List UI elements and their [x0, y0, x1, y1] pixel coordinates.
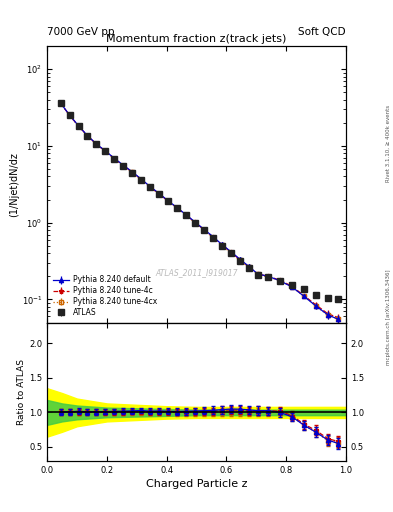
Text: mcplots.cern.ch [arXiv:1306.3436]: mcplots.cern.ch [arXiv:1306.3436] — [386, 270, 391, 365]
Title: Momentum fraction z(track jets): Momentum fraction z(track jets) — [107, 34, 286, 44]
Y-axis label: Ratio to ATLAS: Ratio to ATLAS — [17, 359, 26, 424]
Text: ATLAS_2011_I919017: ATLAS_2011_I919017 — [155, 268, 238, 278]
Text: Soft QCD: Soft QCD — [298, 27, 346, 37]
Text: 7000 GeV pp: 7000 GeV pp — [47, 27, 115, 37]
Text: Rivet 3.1.10, ≥ 400k events: Rivet 3.1.10, ≥ 400k events — [386, 105, 391, 182]
Y-axis label: (1/Njet)dN/dz: (1/Njet)dN/dz — [9, 152, 19, 217]
X-axis label: Charged Particle z: Charged Particle z — [146, 479, 247, 489]
Legend: Pythia 8.240 default, Pythia 8.240 tune-4c, Pythia 8.240 tune-4cx, ATLAS: Pythia 8.240 default, Pythia 8.240 tune-… — [51, 274, 159, 319]
